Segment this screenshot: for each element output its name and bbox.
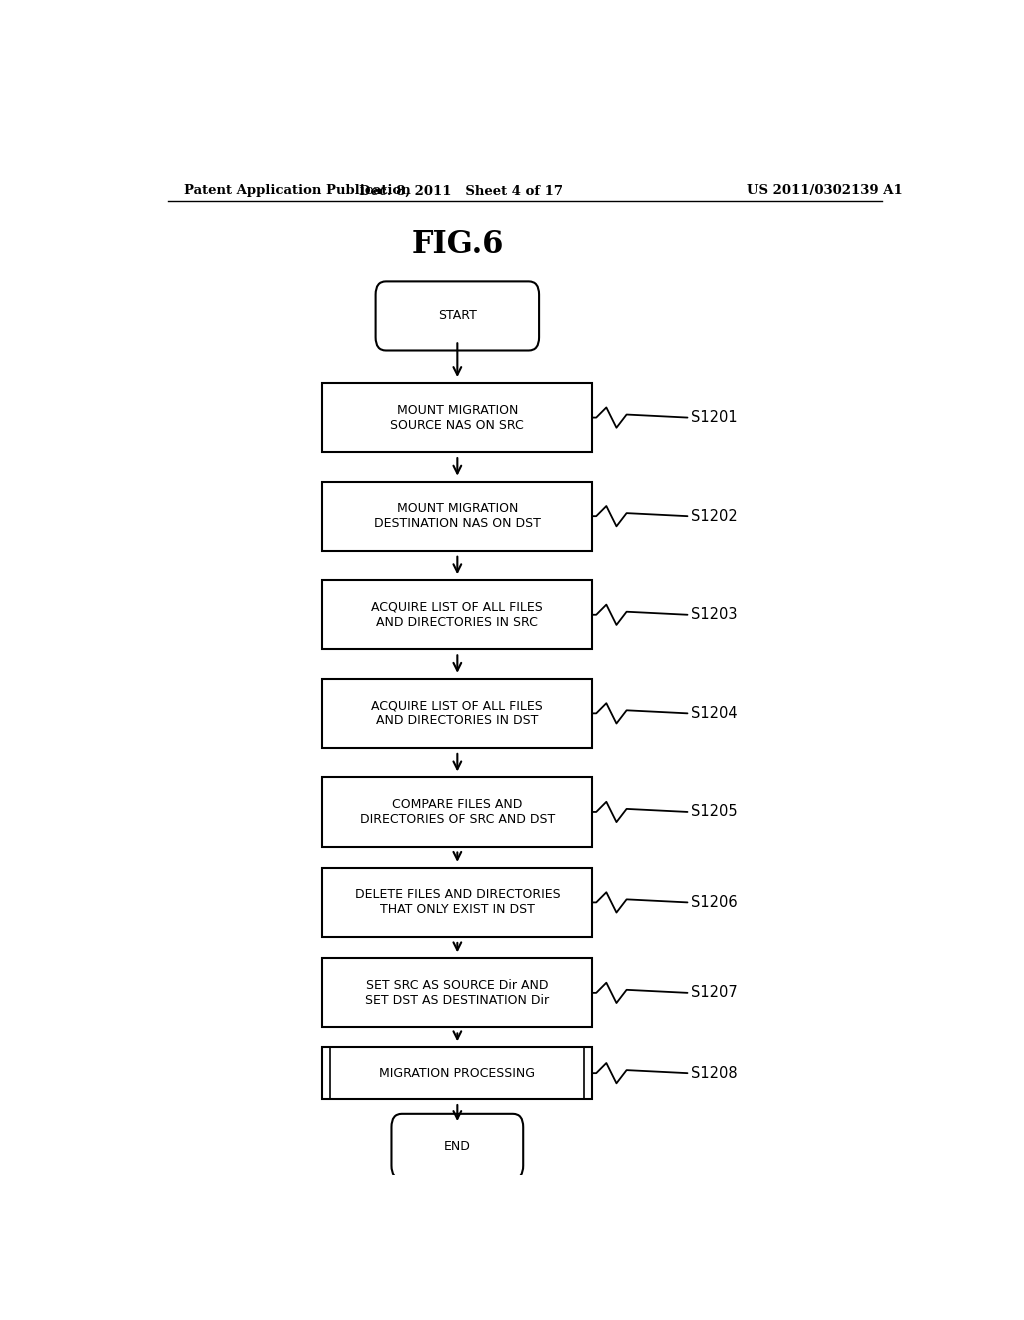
Text: Dec. 8, 2011   Sheet 4 of 17: Dec. 8, 2011 Sheet 4 of 17 (359, 185, 563, 198)
Text: US 2011/0302139 A1: US 2011/0302139 A1 (748, 185, 903, 198)
Text: START: START (438, 309, 477, 322)
Text: S1201: S1201 (691, 411, 738, 425)
Text: ACQUIRE LIST OF ALL FILES
AND DIRECTORIES IN DST: ACQUIRE LIST OF ALL FILES AND DIRECTORIE… (372, 700, 543, 727)
Text: MOUNT MIGRATION
DESTINATION NAS ON DST: MOUNT MIGRATION DESTINATION NAS ON DST (374, 502, 541, 531)
Text: S1205: S1205 (691, 804, 738, 820)
FancyBboxPatch shape (376, 281, 539, 351)
Text: S1206: S1206 (691, 895, 738, 909)
Text: MOUNT MIGRATION
SOURCE NAS ON SRC: MOUNT MIGRATION SOURCE NAS ON SRC (390, 404, 524, 432)
Bar (323, 958, 592, 1027)
Text: SET SRC AS SOURCE Dir AND
SET DST AS DESTINATION Dir: SET SRC AS SOURCE Dir AND SET DST AS DES… (366, 979, 550, 1007)
Text: S1207: S1207 (691, 985, 738, 1001)
Text: Patent Application Publication: Patent Application Publication (183, 185, 411, 198)
Text: S1204: S1204 (691, 706, 738, 721)
Bar (323, 482, 592, 550)
FancyBboxPatch shape (391, 1114, 523, 1179)
Text: S1202: S1202 (691, 508, 738, 524)
Bar (323, 777, 592, 846)
Text: S1203: S1203 (691, 607, 738, 622)
Text: ACQUIRE LIST OF ALL FILES
AND DIRECTORIES IN SRC: ACQUIRE LIST OF ALL FILES AND DIRECTORIE… (372, 601, 543, 628)
Bar (323, 867, 592, 937)
Text: MIGRATION PROCESSING: MIGRATION PROCESSING (379, 1067, 536, 1080)
Bar (323, 1047, 592, 1100)
Text: DELETE FILES AND DIRECTORIES
THAT ONLY EXIST IN DST: DELETE FILES AND DIRECTORIES THAT ONLY E… (354, 888, 560, 916)
Bar (323, 581, 592, 649)
Text: COMPARE FILES AND
DIRECTORIES OF SRC AND DST: COMPARE FILES AND DIRECTORIES OF SRC AND… (359, 799, 555, 826)
Bar (323, 383, 592, 453)
Text: S1208: S1208 (691, 1065, 738, 1081)
Bar (323, 678, 592, 748)
Text: FIG.6: FIG.6 (412, 230, 504, 260)
Text: END: END (444, 1140, 471, 1152)
